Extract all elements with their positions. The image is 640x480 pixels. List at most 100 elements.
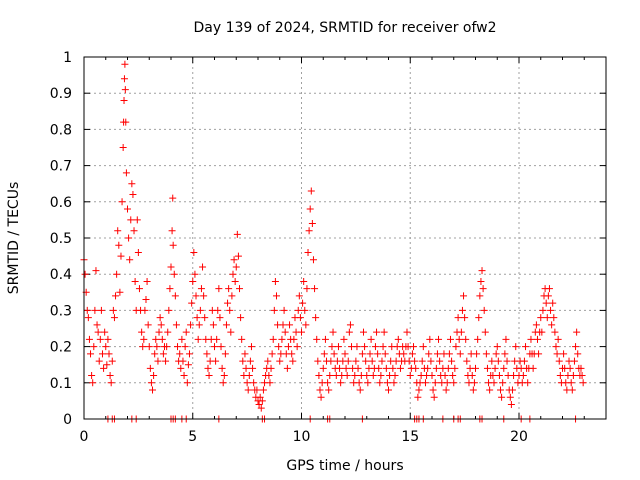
- data-point: [241, 350, 249, 358]
- data-point: [193, 314, 201, 322]
- data-point: [415, 386, 423, 394]
- data-point: [574, 350, 582, 358]
- data-point: [213, 335, 221, 343]
- data-point: [475, 314, 483, 322]
- chart-title: Day 139 of 2024, SRMTID for receiver ofw…: [193, 20, 496, 36]
- data-point: [428, 372, 436, 380]
- data-point: [379, 343, 387, 351]
- data-point: [188, 299, 196, 307]
- data-point: [232, 263, 240, 271]
- data-point: [363, 372, 371, 380]
- data-point: [303, 285, 311, 293]
- data-point: [152, 335, 160, 343]
- data-point: [139, 343, 147, 351]
- data-point: [493, 343, 501, 351]
- data-point: [214, 306, 222, 314]
- data-point: [245, 372, 253, 380]
- data-point: [279, 321, 287, 329]
- data-point: [468, 372, 476, 380]
- data-point: [211, 343, 218, 351]
- data-point: [414, 393, 422, 401]
- data-point: [126, 256, 134, 264]
- data-point: [312, 314, 320, 322]
- data-point: [91, 306, 99, 314]
- data-point: [228, 292, 236, 300]
- data-point: [425, 350, 433, 358]
- data-point: [196, 306, 204, 314]
- data-point: [537, 314, 545, 322]
- data-point: [362, 357, 370, 365]
- data-point: [265, 372, 273, 380]
- data-point: [81, 270, 89, 278]
- data-point: [548, 321, 556, 329]
- data-point: [368, 357, 376, 365]
- data-point: [190, 248, 198, 256]
- data-point: [382, 364, 390, 372]
- data-point: [120, 96, 128, 104]
- data-point: [452, 343, 460, 351]
- data-point: [278, 335, 286, 343]
- data-point: [421, 379, 429, 387]
- data-point: [378, 357, 386, 365]
- data-point: [299, 299, 307, 307]
- data-point: [376, 379, 384, 387]
- data-point: [522, 343, 530, 351]
- data-point: [377, 372, 385, 380]
- data-point: [276, 357, 284, 365]
- data-point: [199, 263, 207, 271]
- data-point: [316, 386, 324, 394]
- data-point: [410, 343, 418, 351]
- data-point: [121, 86, 129, 94]
- y-tick-label: 0.1: [50, 376, 72, 392]
- data-point: [116, 288, 124, 296]
- data-point: [535, 350, 543, 358]
- data-point: [147, 379, 155, 387]
- data-points: [80, 60, 587, 423]
- y-axis-label: SRMTID / TECUs: [6, 182, 22, 295]
- data-point: [290, 335, 298, 343]
- data-point: [125, 234, 133, 242]
- data-point: [218, 364, 226, 372]
- data-point: [146, 364, 154, 372]
- data-point: [560, 350, 568, 358]
- x-tick-label: 0: [80, 429, 89, 445]
- data-point: [326, 372, 334, 380]
- data-point: [174, 343, 182, 351]
- data-point: [121, 60, 129, 68]
- data-point: [304, 248, 312, 256]
- data-point: [209, 321, 217, 329]
- data-point: [340, 335, 348, 343]
- data-point: [170, 270, 178, 278]
- data-point: [106, 372, 114, 380]
- data-point: [383, 379, 391, 387]
- data-point: [458, 306, 466, 314]
- data-point: [108, 357, 116, 365]
- data-point: [226, 306, 234, 314]
- data-point: [319, 364, 327, 372]
- data-point: [264, 357, 272, 365]
- data-point: [167, 263, 175, 271]
- data-point: [92, 267, 100, 275]
- data-point: [461, 314, 469, 322]
- data-point: [180, 372, 188, 380]
- data-point: [533, 335, 541, 343]
- data-point: [448, 357, 456, 365]
- data-point: [204, 364, 212, 372]
- data-point: [151, 350, 159, 358]
- data-point: [508, 386, 516, 394]
- data-point: [280, 306, 288, 314]
- data-point: [539, 306, 547, 314]
- data-point: [85, 335, 93, 343]
- data-point: [366, 350, 374, 358]
- data-point: [426, 335, 434, 343]
- data-point: [142, 296, 150, 304]
- data-point: [450, 379, 458, 387]
- data-point: [253, 386, 261, 394]
- data-point: [545, 285, 553, 293]
- data-point: [169, 194, 177, 202]
- data-point: [555, 357, 563, 365]
- data-point: [112, 292, 120, 300]
- data-point: [321, 335, 329, 343]
- data-point: [182, 328, 190, 336]
- data-point: [449, 372, 457, 380]
